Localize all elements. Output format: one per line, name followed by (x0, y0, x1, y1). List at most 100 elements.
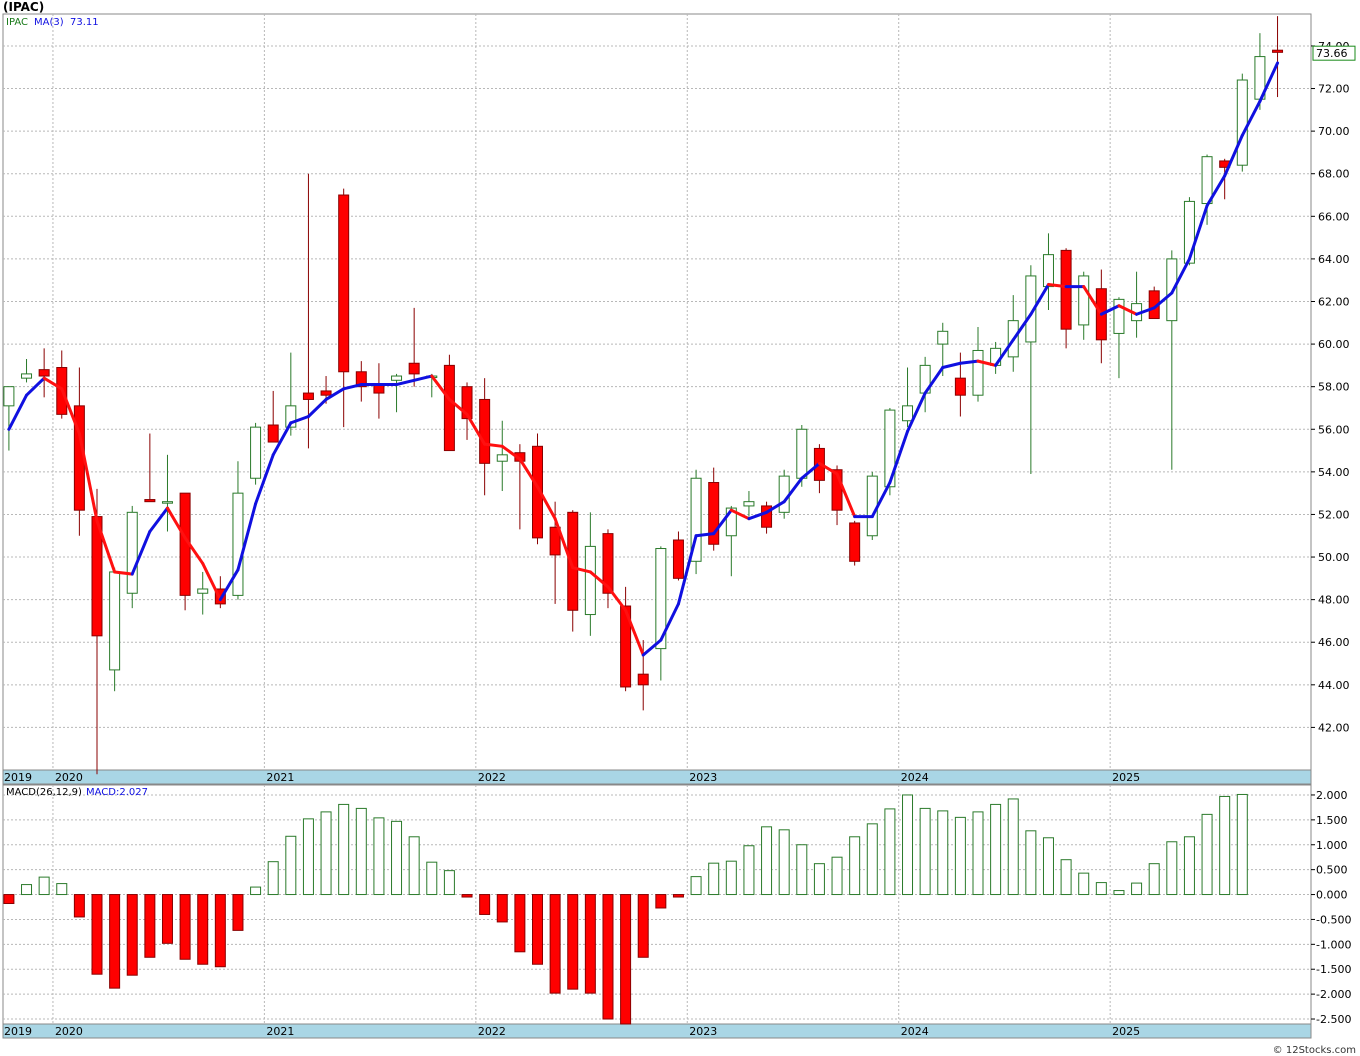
macd-bar (197, 894, 209, 965)
price-y-tick-label: 64.00 (1318, 253, 1350, 266)
ma-segment (906, 391, 927, 433)
price-legend-ma-label: MA(3) (34, 17, 64, 28)
ma-segment (324, 387, 346, 401)
macd-bar (567, 894, 579, 990)
macd-bar (1148, 863, 1160, 896)
price-y-tick-label: 58.00 (1318, 381, 1350, 394)
ma-segment (1240, 99, 1262, 137)
candle (1060, 249, 1072, 330)
macd-bar (602, 894, 614, 1020)
macd-bar (637, 894, 649, 958)
macd-bar (161, 894, 173, 944)
macd-bar (743, 845, 755, 896)
ma-segment (130, 529, 152, 576)
price-y-tick-label: 68.00 (1318, 168, 1350, 181)
candle (620, 605, 632, 688)
ma-segment (1046, 282, 1068, 289)
chart-title: (IPAC) (3, 0, 45, 14)
macd-y-tick-label: -2.000 (1316, 988, 1351, 1001)
candle (1025, 275, 1037, 343)
macd-bar (584, 894, 596, 994)
macd-y-tick-label: 1.500 (1316, 814, 1348, 827)
ma-segment (201, 561, 222, 602)
macd-bar (690, 876, 702, 896)
ma-segment (765, 500, 786, 514)
ma-segment (659, 602, 680, 642)
macd-bar (391, 820, 403, 896)
macd-bar (408, 836, 420, 896)
candle (479, 398, 491, 464)
ma-segment (553, 517, 575, 570)
price-date-axis (2, 769, 1312, 785)
macd-bar (109, 894, 121, 989)
ma-segment (518, 457, 539, 489)
ma-segment (236, 502, 258, 572)
ma-segment (624, 608, 645, 657)
macd-bar (73, 894, 85, 918)
macd-legend-label: MACD(26,12,9) (6, 787, 82, 798)
macd-y-tick-label: 0.000 (1316, 889, 1348, 902)
macd-bar (532, 894, 543, 965)
candle (849, 522, 861, 562)
ma-segment (641, 638, 663, 657)
price-y-tick-label: 48.00 (1318, 594, 1350, 607)
ma-segment (712, 508, 733, 536)
candle (972, 349, 984, 396)
ma-segment (342, 383, 363, 391)
macd-y-tick-label: -2.500 (1316, 1013, 1351, 1026)
ma-segment (888, 429, 910, 485)
macd-bar (302, 818, 314, 896)
macd-bar (1219, 795, 1231, 896)
macd-bar (496, 894, 508, 923)
macd-y-tick-label: 1.000 (1316, 839, 1348, 852)
macd-bar (320, 811, 332, 896)
macd-bar (21, 884, 33, 896)
macd-bar (1183, 836, 1195, 896)
ma-segment (148, 506, 169, 533)
x-tick-label: 2019 (4, 1025, 32, 1038)
candle (708, 482, 720, 545)
ma-segment (412, 374, 434, 382)
macd-bar (179, 894, 191, 960)
macd-bar (514, 894, 526, 953)
candle (761, 505, 773, 528)
ma-segment (1187, 204, 1209, 261)
ma-segment (676, 534, 698, 606)
macd-bar (884, 808, 896, 896)
candle (285, 405, 297, 428)
macd-bar (1060, 859, 1072, 896)
macd-bar (796, 844, 808, 896)
x-tick-label: 2019 (4, 771, 32, 784)
ma-segment (500, 444, 522, 461)
macd-bar (126, 894, 138, 976)
candle (1113, 298, 1125, 334)
macd-bar (1007, 798, 1019, 896)
macd-bar (672, 894, 684, 898)
x-tick-label: 2024 (901, 771, 929, 784)
x-tick-label: 2025 (1112, 1025, 1140, 1038)
ma-segment (958, 359, 980, 365)
macd-bar (919, 807, 931, 896)
ma-segment (254, 453, 275, 506)
macd-bar (214, 894, 226, 968)
candle (126, 511, 138, 594)
ma-segment (536, 485, 557, 521)
candle (778, 475, 790, 513)
price-y-tick-label: 62.00 (1318, 295, 1350, 308)
candle (338, 194, 350, 373)
price-y-tick-label: 44.00 (1318, 679, 1350, 692)
macd-bar (761, 826, 773, 896)
candle (197, 588, 209, 594)
macd-bar (1095, 882, 1107, 896)
macd-y-tick-label: -0.500 (1316, 913, 1351, 926)
ma-segment (430, 374, 451, 401)
macd-bar (3, 894, 15, 905)
candle (38, 369, 50, 377)
candle (161, 501, 173, 504)
candle (109, 571, 121, 671)
ma-segment (729, 508, 751, 521)
x-tick-label: 2023 (689, 771, 717, 784)
ma-segment (465, 412, 487, 446)
macd-date-axis (2, 1023, 1312, 1039)
x-tick-label: 2020 (55, 1025, 83, 1038)
